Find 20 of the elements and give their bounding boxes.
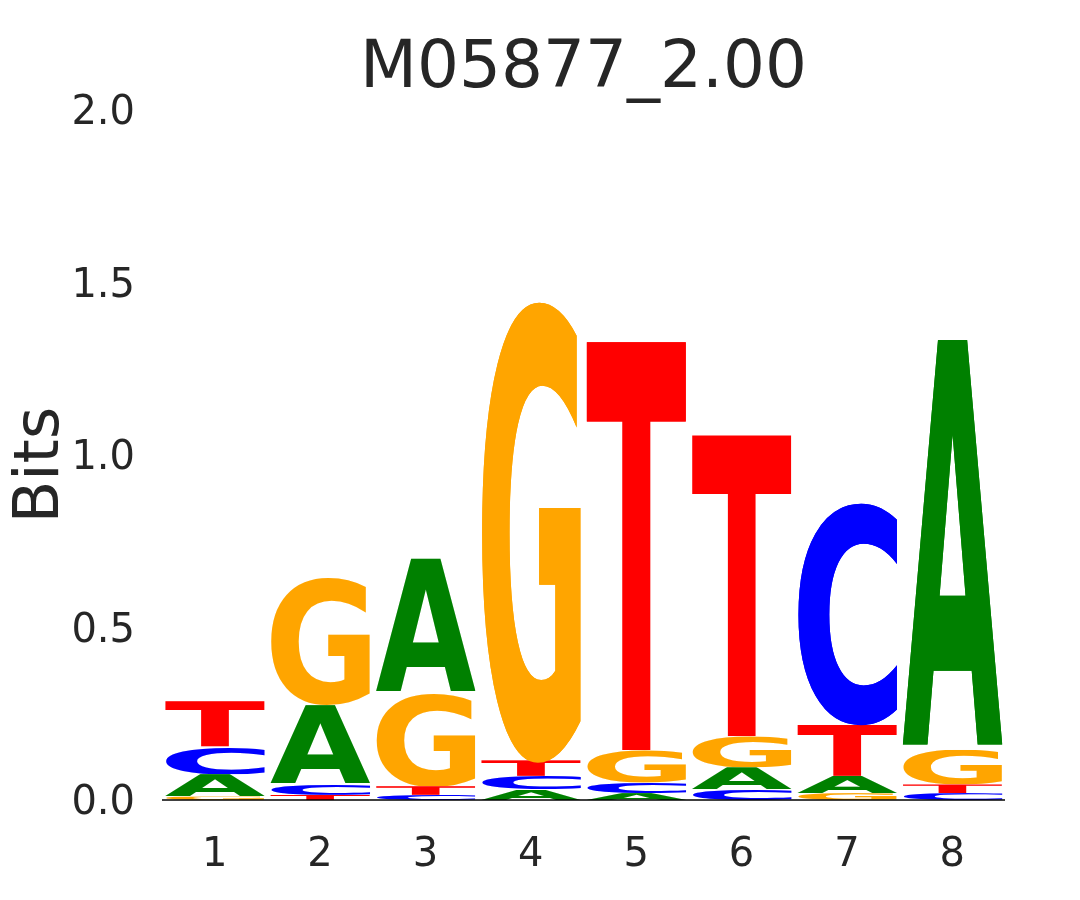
x-tick-label: 1: [201, 829, 228, 875]
bar: [691, 736, 792, 768]
bar: [902, 749, 1003, 785]
y-axis-title: Bits: [0, 406, 73, 524]
x-tick-label: 8: [939, 829, 966, 875]
x-tick-label: 2: [307, 829, 333, 875]
bar: [586, 782, 687, 794]
x-tick-label: 3: [412, 829, 439, 875]
bar: [270, 784, 371, 795]
chart-title: M05877_2.00: [360, 26, 807, 103]
y-tick-label: 2.0: [71, 87, 135, 134]
x-tick-label: 7: [834, 829, 860, 875]
x-tick-label: 4: [518, 829, 544, 875]
bar: [480, 775, 581, 790]
y-tick-label: 1.5: [71, 259, 135, 306]
y-tick-label: 0.5: [71, 604, 135, 651]
y-tick-label: 0.0: [71, 777, 135, 824]
x-tick-label: 6: [728, 829, 755, 875]
y-tick-label: 1.0: [71, 432, 135, 479]
x-tick-label: 5: [623, 829, 649, 875]
